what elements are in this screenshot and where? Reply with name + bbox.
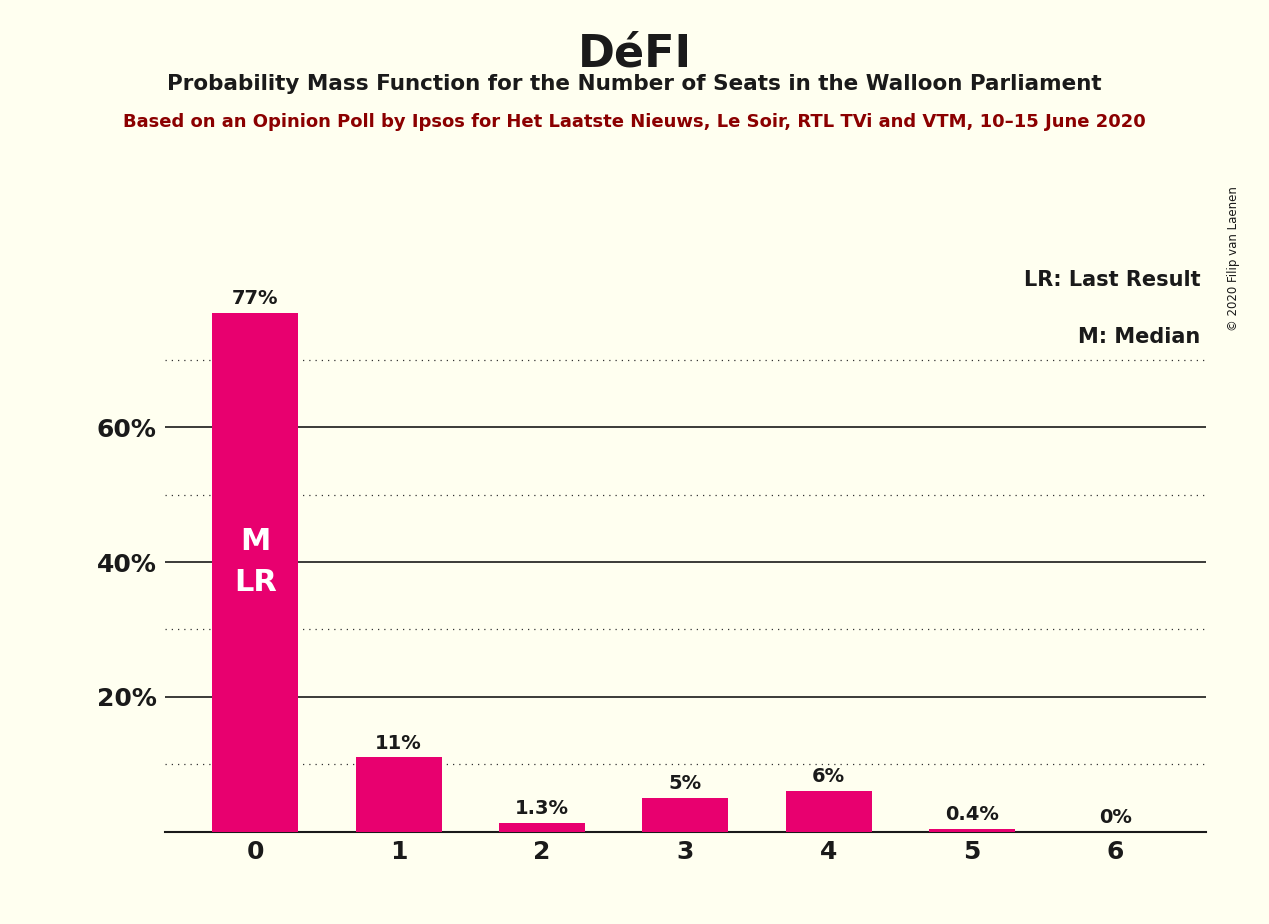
Text: 11%: 11% <box>376 734 423 753</box>
Bar <box>642 798 728 832</box>
Text: 77%: 77% <box>232 289 278 308</box>
Text: DéFI: DéFI <box>577 32 692 76</box>
Text: Probability Mass Function for the Number of Seats in the Walloon Parliament: Probability Mass Function for the Number… <box>168 74 1101 94</box>
Bar <box>212 312 298 832</box>
Text: 5%: 5% <box>669 774 702 793</box>
Text: © 2020 Filip van Laenen: © 2020 Filip van Laenen <box>1227 187 1240 331</box>
Text: Based on an Opinion Poll by Ipsos for Het Laatste Nieuws, Le Soir, RTL TVi and V: Based on an Opinion Poll by Ipsos for He… <box>123 113 1146 130</box>
Bar <box>786 791 872 832</box>
Text: M
LR: M LR <box>233 528 277 597</box>
Bar <box>499 823 585 832</box>
Text: 0%: 0% <box>1099 808 1132 827</box>
Text: 6%: 6% <box>812 768 845 786</box>
Text: M: Median: M: Median <box>1079 327 1200 347</box>
Text: 0.4%: 0.4% <box>945 805 999 824</box>
Bar <box>355 758 442 832</box>
Text: LR: Last Result: LR: Last Result <box>1024 270 1200 290</box>
Text: 1.3%: 1.3% <box>515 799 569 818</box>
Bar <box>929 829 1015 832</box>
